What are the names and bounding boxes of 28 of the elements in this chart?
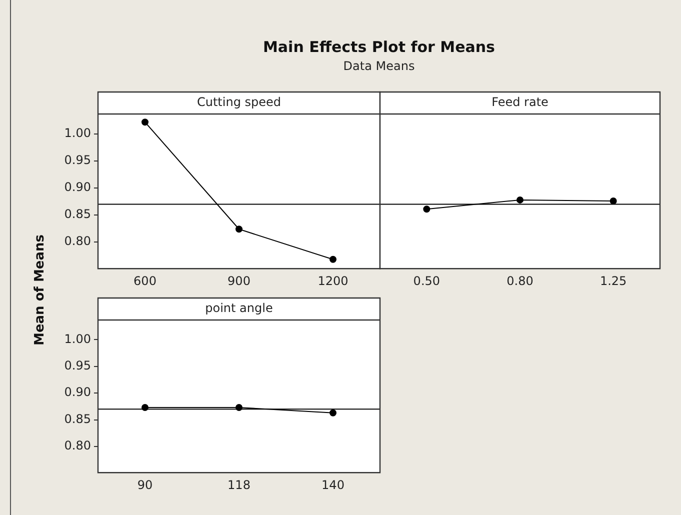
x-tick-label: 0.50 (413, 274, 440, 288)
y-tick-label: 0.90 (64, 180, 91, 194)
y-tick-label: 1.00 (64, 126, 91, 140)
x-axis-title: Feed rate (492, 95, 548, 110)
x-axis-title: Cutting speed (196, 95, 282, 110)
x-tick-label: 0.80 (506, 274, 534, 288)
point (142, 118, 148, 126)
y-tick-label: 0.80 (64, 438, 91, 453)
x-tick-label: 140 (322, 478, 344, 492)
y-tick-label: 0.90 (64, 385, 91, 400)
x-tick-label: 118 (228, 478, 250, 492)
y-tick-label: 0.95 (64, 153, 91, 168)
y-tick-label: 0.85 (64, 412, 91, 426)
x-tick-label: 1.25 (600, 274, 627, 288)
point (236, 226, 242, 233)
chart-subtitle: Data Means (342, 59, 416, 73)
y-axis-title: Mean of Means (32, 234, 48, 346)
point (330, 256, 336, 263)
x-tick-label: 90 (137, 478, 153, 492)
x-tick-label: 1200 (318, 274, 348, 288)
x-tick-label: 600 (134, 274, 156, 288)
y-tick-label: 0.80 (64, 234, 91, 248)
y-tick-label: 1.00 (64, 332, 91, 346)
x-axis-title: point angle (205, 301, 273, 316)
chart-title: Main Effects Plot for Means (262, 38, 496, 56)
y-tick-label: 0.95 (64, 358, 91, 373)
y-tick-label: 0.85 (64, 207, 91, 222)
x-tick-label: 900 (228, 274, 250, 288)
